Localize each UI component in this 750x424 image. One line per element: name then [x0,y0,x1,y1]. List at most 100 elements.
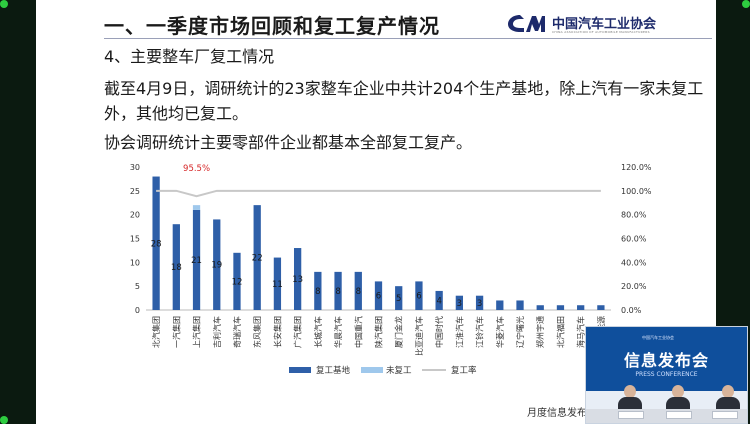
window-corner-dot-top-left [0,0,8,8]
x-tick-label: 海马汽车 [576,316,586,348]
bar-resumed [475,295,484,310]
y2-tick-label: 80.0% [621,211,647,220]
bar-value-label: 22 [252,254,263,264]
bar-value-label: 28 [151,239,162,249]
y-tick-label: 10 [130,258,140,267]
x-tick-label: 比亚迪汽车 [414,316,424,356]
bar-resumed [253,205,261,310]
press-banner-title: 信息发布会 [623,351,709,370]
legend-swatch-not-resumed [361,367,383,373]
bar-resumed [293,248,302,310]
slide-title: 一、一季度市场回顾和复工复产情况 [104,14,440,38]
nameplate-left [618,411,644,419]
y-tick-label: 5 [135,282,140,291]
x-tick-label: 江淮汽车 [454,316,464,348]
bar-resumed [496,300,504,310]
nameplate-center [666,411,692,419]
bar-resumed [233,252,241,310]
bar-resumed [516,300,524,310]
bar-resumed [435,290,443,310]
x-tick-label: 长城汽车 [313,316,323,348]
x-tick-label: 中国重汽 [353,316,363,348]
bar-resumed [314,271,322,310]
x-tick-label: 辽宁曙光 [515,316,525,348]
bar-resumed [354,271,362,310]
bar-resumed [455,295,464,310]
x-tick-label: 厦门金龙 [394,316,404,348]
x-tick-label: 广汽集团 [293,316,303,348]
bar-value-label: 4 [436,296,441,306]
window-corner-dot-top-right [742,0,750,8]
bar-resumed [152,176,160,310]
press-banner-logo: 中国汽车工业协会 [642,335,674,340]
bar-resumed [395,286,403,310]
y2-tick-label: 40.0% [621,258,647,267]
bar-resumed [273,257,282,310]
bar-value-label: 13 [292,275,303,285]
legend-label-rate: 复工率 [451,365,477,376]
bar-resumed [213,219,221,310]
bar-resumed [415,281,423,310]
bar-value-label: 6 [416,292,421,302]
bar-value-label: 3 [457,299,462,309]
legend-label-resumed: 复工基地 [316,365,351,376]
bar-value-label: 5 [396,294,401,304]
x-tick-label: 东风集团 [252,316,262,348]
x-tick-label: 奇瑞汽车 [232,316,242,348]
y2-tick-label: 0.0% [621,306,642,315]
bar-value-label: 21 [191,256,202,266]
bar-value-label: 6 [376,292,381,302]
paragraph-vehicle-plants: 截至4月9日，调研统计的23家整车企业中共计204个生产基地，除上汽有一家未复工… [104,79,704,123]
bar-resumed [536,305,544,310]
y2-tick-label: 120.0% [621,163,652,172]
x-tick-label: 郑州宇通 [535,316,545,348]
y2-tick-label: 60.0% [621,235,647,244]
caam-logo-icon [508,15,545,32]
bar-value-label: 8 [356,287,361,297]
press-banner-subtitle: PRESS CONFERENCE [635,371,698,378]
press-banner: 中国汽车工业协会 信息发布会 PRESS CONFERENCE [586,327,747,391]
x-tick-label: 一汽集团 [171,316,181,348]
caam-logo: 中国汽车工业协会 CHINA ASSOCIATION OF AUTOMOBILE… [506,10,706,38]
bar-resumed [577,305,585,310]
x-tick-label: 北汽集团 [151,316,161,348]
bar-resumed [597,305,605,310]
bar-value-label: 8 [315,287,320,297]
y-tick-label: 25 [130,187,140,196]
presentation-slide: 一、一季度市场回顾和复工复产情况 中国汽车工业协会 CHINA ASSOCIAT… [36,0,716,424]
x-tick-label: 江铃汽车 [475,316,485,348]
bar-resumed [374,281,383,310]
nameplate-right [712,411,738,419]
x-tick-label: 中国时代 [434,316,444,348]
y-tick-label: 30 [130,163,140,172]
section-subtitle: 4、主要整车厂复工情况 [104,47,275,66]
bar-value-label: 8 [335,287,340,297]
title-divider [104,38,712,39]
bar-resumed [334,271,342,310]
legend-label-not-resumed: 未复工 [386,365,412,376]
window-corner-dot-bottom-left [0,416,8,424]
bar-value-label: 3 [477,299,482,309]
x-tick-label: 华晨汽车 [333,316,343,348]
x-tick-label: 华菱汽车 [495,316,505,348]
caam-logo-text: 中国汽车工业协会 [552,17,657,32]
x-tick-label: 长安集团 [272,316,282,348]
bar-not-resumed [192,205,201,210]
y2-tick-label: 20.0% [621,282,647,291]
bar-resumed [172,224,180,310]
bar-value-label: 12 [232,277,243,287]
y-tick-label: 15 [130,235,140,244]
rate-annotation: 95.5% [183,164,210,174]
legend-swatch-resumed [289,367,311,373]
paragraph-parts-suppliers: 协会调研统计主要零部件企业都基本全部复工复产。 [104,133,473,152]
bar-resumed [556,305,565,310]
resumption-chart: 0 5 10 15 20 25 30 0.0% 20.0% 40.0% 60.0% 80.0% 100.… [130,163,652,376]
y2-tick-label: 100.0% [621,187,652,196]
x-tick-label: 上汽集团 [192,316,202,348]
caam-logo-subtext: CHINA ASSOCIATION OF AUTOMOBILE MANUFACT… [552,30,650,34]
x-tick-label: 陕汽集团 [374,316,384,348]
footer-label: 月度信息发布 [527,408,587,419]
press-conference-video[interactable]: 中国汽车工业协会 信息发布会 PRESS CONFERENCE [585,326,748,424]
x-tick-label: 吉利汽车 [212,316,222,348]
y-tick-label: 20 [130,211,140,220]
